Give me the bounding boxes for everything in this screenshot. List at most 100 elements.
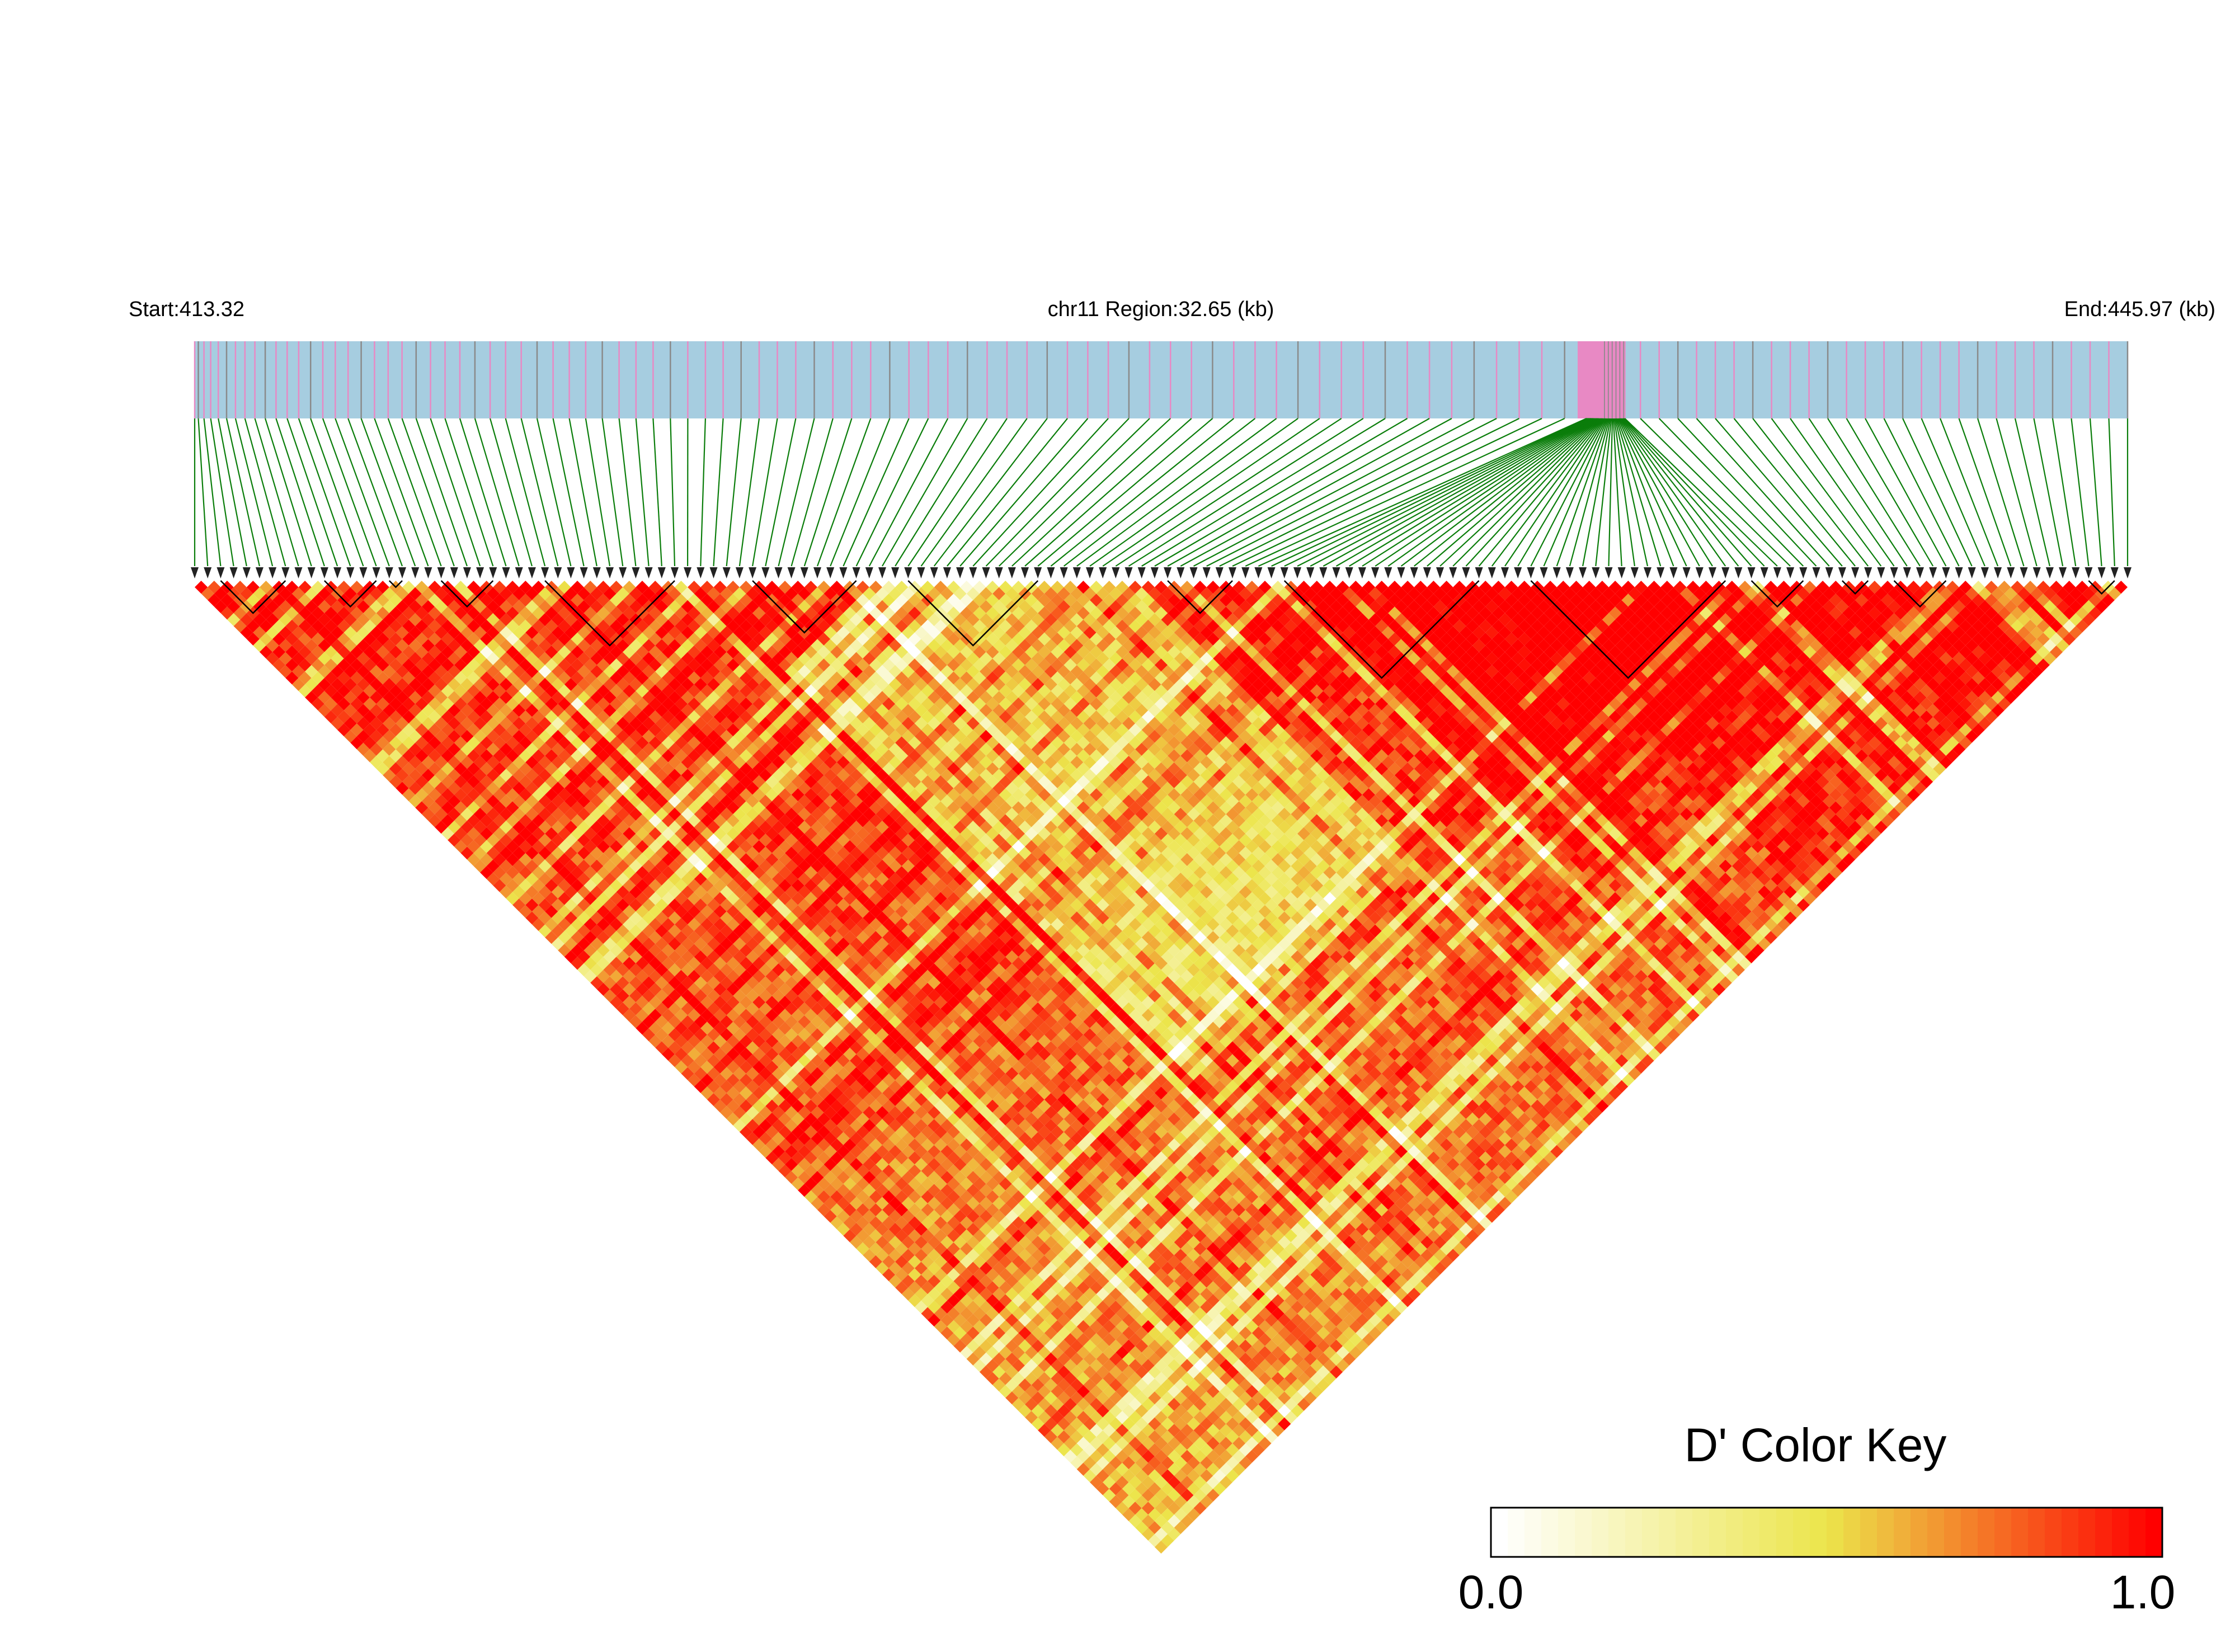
ld-cell-4-74 [694, 1028, 707, 1042]
ld-cell-1-7 [240, 613, 253, 627]
ld-cell-2-104 [876, 1236, 889, 1249]
connector-109 [1608, 418, 1613, 567]
ld-cell-2-92 [798, 1157, 811, 1171]
snp-tick-48 [813, 567, 821, 578]
ld-cell-0-79 [700, 1086, 714, 1100]
ld-cell-2-76 [694, 1054, 707, 1067]
ld-cell-1-106 [882, 1255, 896, 1268]
ld-cell-2-54 [551, 911, 564, 925]
snp-tick-35 [644, 567, 653, 578]
ld-cell-3-39 [460, 807, 474, 821]
ld-cell-2-143 [1128, 1489, 1142, 1502]
ld-cell-0-92 [785, 1171, 798, 1184]
ld-cell-4-16 [318, 652, 331, 665]
ld-cell-0-80 [707, 1093, 721, 1107]
connector-82 [1258, 417, 1587, 567]
connector-89 [1349, 418, 1594, 567]
connector-49 [830, 418, 891, 567]
ld-cell-3-11 [279, 626, 292, 639]
connector-95 [1427, 418, 1599, 567]
snp-tick-147 [2097, 567, 2106, 578]
ld-cell-3-51 [538, 885, 552, 899]
connector-116 [1618, 418, 1700, 567]
snp-tick-100 [1488, 567, 1496, 578]
snp-tick-62 [995, 567, 1003, 578]
ld-cell-0-121 [973, 1359, 986, 1372]
ld-cell-0-107 [882, 1268, 896, 1282]
snp-tick-46 [787, 567, 796, 578]
snp-tick-16 [398, 567, 406, 578]
ld-cell-2-36 [435, 794, 448, 808]
ld-cell-4-58 [590, 924, 604, 938]
ld-cell-2-118 [966, 1326, 980, 1340]
ld-cell-0-14 [279, 665, 292, 678]
snp-tick-97 [1449, 567, 1457, 578]
connector-9 [265, 418, 312, 567]
ld-cell-1-104 [869, 1242, 882, 1255]
snp-tick-88 [1332, 567, 1340, 578]
ld-cell-1-3 [214, 587, 227, 600]
connector-81 [1245, 418, 1565, 567]
ld-cell-1-5 [227, 600, 241, 613]
connector-132 [1808, 418, 1908, 567]
ld-cell-2-120 [979, 1339, 993, 1353]
ld-cell-3-89 [785, 1132, 798, 1145]
connector-52 [868, 418, 949, 567]
ld-cell-1-96 [817, 1190, 831, 1203]
ld-cell-0-19 [311, 697, 324, 710]
connector-13 [310, 418, 364, 567]
ld-cell-0-91 [778, 1164, 792, 1178]
connector-70 [1102, 418, 1320, 567]
snp-tick-144 [2059, 567, 2067, 578]
ld-cell-0-136 [1070, 1456, 1084, 1470]
snp-tick-21 [463, 567, 471, 578]
connector-46 [791, 418, 834, 567]
connector-119 [1621, 418, 1739, 567]
ld-cell-1-41 [460, 834, 474, 847]
connector-80 [1232, 418, 1542, 567]
ld-cell-4-88 [785, 1119, 798, 1132]
snp-tick-59 [956, 567, 964, 578]
ld-cell-2-135 [1076, 1437, 1090, 1450]
connector-100 [1491, 418, 1605, 567]
connector-27 [505, 418, 546, 567]
connector-148 [2108, 418, 2115, 567]
ld-cell-0-144 [1122, 1508, 1136, 1522]
connector-51 [855, 418, 929, 567]
ld-cell-0-129 [1025, 1411, 1038, 1424]
snp-tick-60 [969, 567, 977, 578]
ld-cell-3-120 [986, 1333, 999, 1347]
ld-cell-3-35 [435, 782, 448, 795]
ld-cell-3-53 [551, 898, 564, 912]
ld-cell-2-93 [804, 1164, 817, 1178]
connector-8 [254, 418, 299, 567]
connector-129 [1752, 418, 1869, 567]
connector-142 [1996, 418, 2038, 567]
connector-31 [568, 418, 597, 567]
ld-cell-4-56 [577, 911, 591, 925]
connector-107 [1582, 418, 1611, 567]
ld-cell-1-17 [305, 677, 318, 691]
connector-72 [1128, 418, 1364, 567]
ld-cell-0-27 [363, 749, 377, 763]
ld-cell-3-47 [512, 859, 526, 873]
snp-tick-31 [592, 567, 601, 578]
connector-122 [1624, 418, 1778, 567]
snp-tick-140 [2007, 567, 2015, 578]
ld-cell-0-10 [253, 639, 266, 652]
ld-cell-4-61 [610, 944, 623, 957]
ld-cell-2-97 [830, 1190, 844, 1203]
snp-tick-53 [878, 567, 886, 578]
ld-cell-1-83 [733, 1106, 746, 1119]
connector-115 [1617, 418, 1687, 567]
connector-47 [803, 418, 853, 567]
ld-cell-1-101 [850, 1222, 863, 1236]
connector-136 [1883, 418, 1960, 567]
ld-cell-1-13 [279, 652, 292, 665]
snp-tick-36 [657, 567, 666, 578]
ld-cell-1-39 [448, 821, 461, 834]
connector-32 [585, 418, 611, 567]
ld-cell-1-108 [895, 1268, 909, 1282]
ld-cell-3-23 [356, 704, 370, 717]
ld-cell-3-71 [668, 1015, 681, 1028]
